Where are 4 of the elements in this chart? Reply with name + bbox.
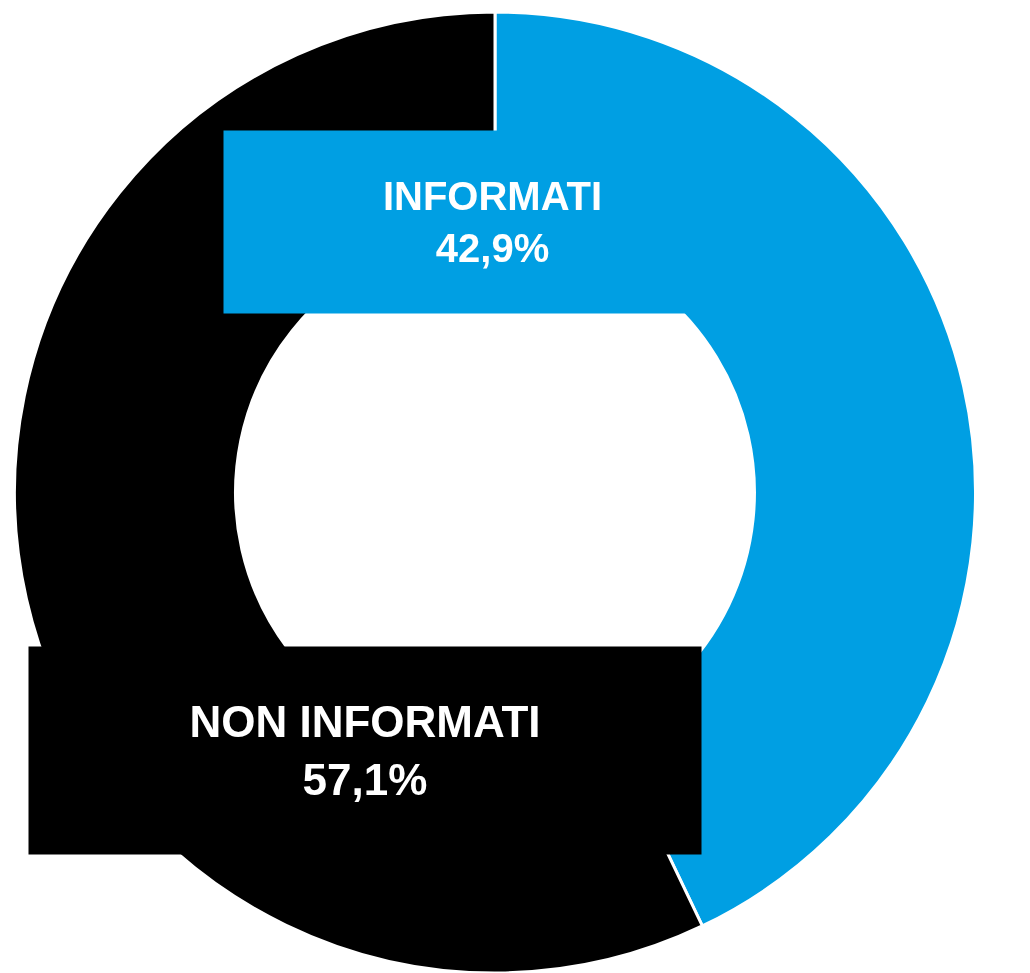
slice-label: INFORMATI (382, 174, 603, 218)
data-label: 42,9% (435, 226, 550, 270)
slice-label: NON INFORMATI (189, 697, 541, 747)
data-label: 57,1% (302, 754, 428, 804)
